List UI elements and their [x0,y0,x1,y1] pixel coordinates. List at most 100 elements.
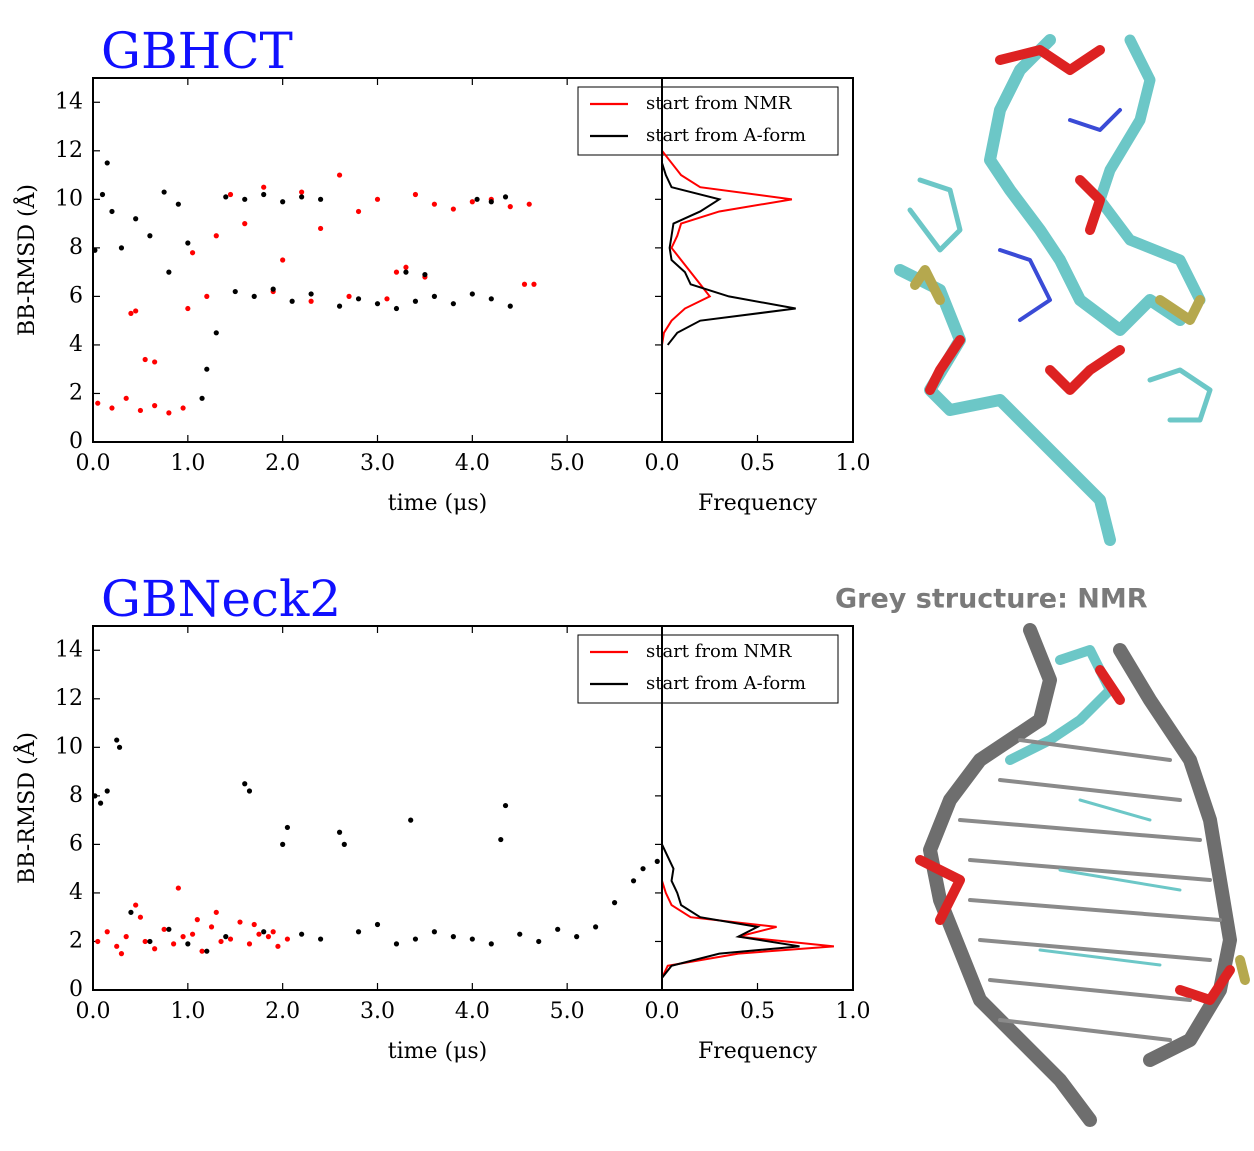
point [270,286,276,292]
point [142,938,148,945]
x-tick-label: 0.5 [740,451,775,476]
point [218,938,224,945]
point [204,948,210,954]
point [199,948,205,954]
point [185,240,191,246]
point [408,817,414,823]
point [318,936,324,942]
point [412,936,419,942]
point [166,926,172,932]
x-axis-label: time (μs) [388,1039,488,1064]
point [242,196,248,202]
point [355,296,362,302]
point [189,931,196,937]
point [308,298,314,304]
point [213,330,219,336]
plot-frame [92,77,663,443]
point [123,934,129,940]
point [223,934,229,940]
point [450,301,456,307]
point [611,900,618,906]
y-tick-label: 0 [69,429,83,454]
molecule-bottom [915,623,1250,1127]
point [95,938,101,945]
point [488,199,494,205]
point [256,931,262,937]
point [95,400,101,406]
point [265,934,272,940]
point [654,858,660,864]
point [161,926,167,932]
point [284,824,291,831]
point [104,929,110,935]
point [180,405,186,411]
point [180,934,186,940]
point [227,191,234,198]
y-tick-label: 4 [69,880,83,905]
point [280,199,286,205]
y-axis-label: BB-RMSD (Å) [12,732,40,884]
point [142,356,148,363]
y-tick-label: 10 [55,186,83,211]
point [161,189,167,195]
y-tick-label: 8 [69,783,83,808]
point [123,395,129,401]
point [204,293,210,299]
x-tick-label: 1.0 [170,451,205,476]
point [175,885,181,891]
point [450,934,456,940]
point [393,305,400,312]
point [128,310,134,316]
point [403,269,409,275]
y-axis-label: BB-RMSD (Å) [12,184,40,336]
point [251,293,257,299]
legend-label: start from NMR [646,93,792,114]
point [284,936,291,942]
x-tick-label: 1.0 [170,999,205,1024]
y-tick-label: 8 [69,235,83,260]
x-tick-label: 2.0 [265,451,300,476]
point [431,201,437,207]
point [185,941,191,947]
x-tick-label: 1.0 [836,999,871,1024]
x-tick-label: 1.0 [836,451,871,476]
point [104,160,110,166]
point [574,934,580,940]
point [147,233,153,239]
point [403,264,409,270]
point [384,296,390,302]
point [521,281,528,287]
point [502,802,509,809]
point [242,781,248,787]
x-tick-label: 3.0 [360,999,395,1024]
point [412,191,419,198]
point [147,938,153,945]
point [299,189,305,195]
point [166,410,172,416]
point [507,303,513,309]
point [336,829,343,835]
point [204,366,210,372]
point [431,929,437,935]
x-tick-label: 4.0 [455,451,490,476]
point [152,359,158,365]
point [412,298,419,304]
legend-box [577,634,839,704]
point [308,291,314,297]
y-tick-label: 4 [69,332,83,357]
point [223,194,229,200]
point [336,172,343,178]
point [346,293,352,299]
point [422,271,428,278]
x-tick-label: 0.0 [76,451,111,476]
point [175,201,181,207]
point [280,841,286,848]
legend-label: start from NMR [646,641,792,662]
point [104,788,110,794]
x-tick-label: 4.0 [455,999,490,1024]
point [251,921,257,928]
point [488,941,494,947]
point [199,395,205,401]
y-tick-label: 6 [69,283,83,308]
point [242,221,248,227]
